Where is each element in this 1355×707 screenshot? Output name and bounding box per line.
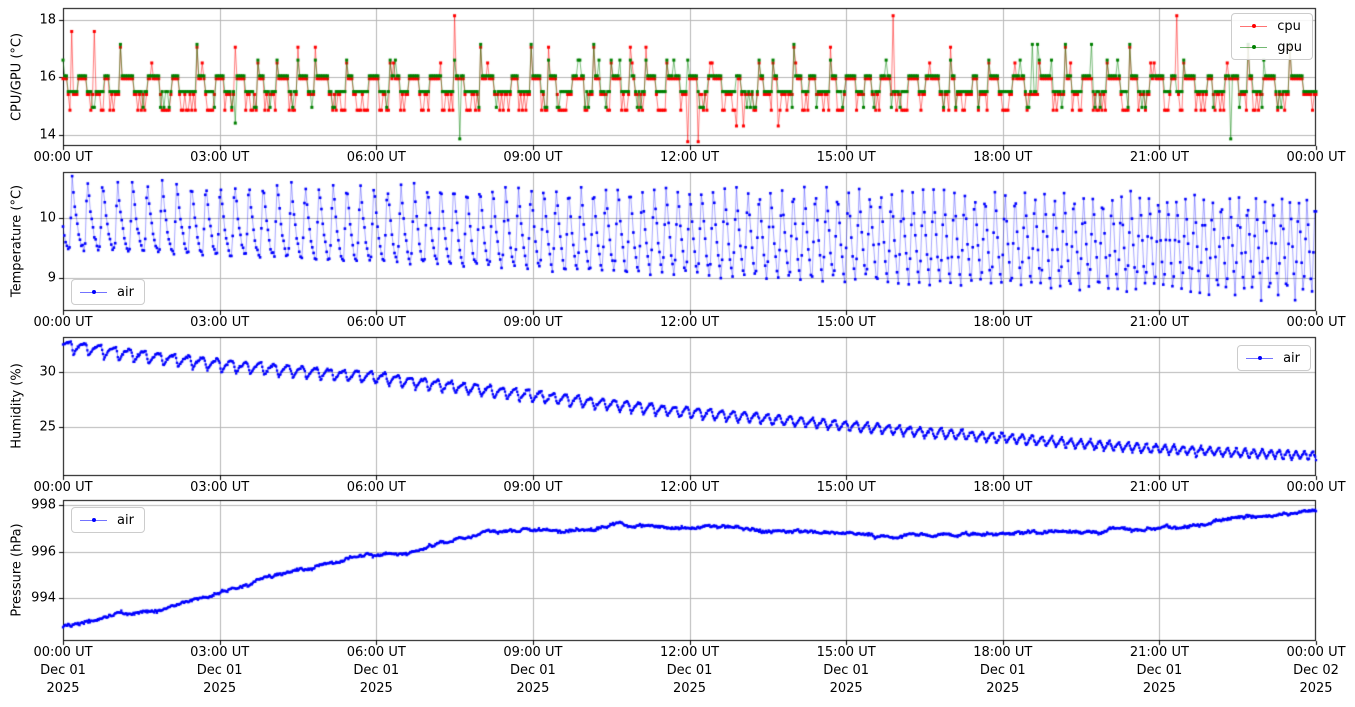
x-tick-label: 12:00 UT [659,315,720,330]
x-tick-label: 00:00 UT [33,480,93,495]
legend-label-air-temperature: air [117,284,134,300]
x-tick-label: 00:00 UT [1286,315,1346,330]
y-tick-label: 25 [39,419,56,435]
air-line-sample-icon [80,289,107,295]
x-tick-label: 18:00 UT [973,480,1033,495]
y-tick-label: 9 [47,270,56,286]
air-line-sample-icon [80,517,107,523]
x-tick-label: 00:00 UT [33,150,93,165]
x-tick-label: 12:00 UT [659,480,720,495]
x-tick-label: 09:00 UT [503,150,563,165]
x-tick-label: 00:00 UT [33,315,93,330]
y-tick-label: 10 [39,210,56,226]
x-tick-label: 03:00 UT [190,480,250,495]
x-tick-year-label: 2025 [46,681,80,696]
x-tick-label: 00:00 UT [1286,480,1346,495]
legend-entry-gpu: gpu [1240,38,1302,56]
x-tick-date-label: Dec 01 [666,663,713,678]
x-tick-label: 21:00 UT [1129,645,1189,660]
y-tick-label: 30 [39,364,56,380]
x-tick-label: 09:00 UT [503,315,563,330]
legend-entry-air-pressure: air [80,511,134,529]
x-tick-year-label: 2025 [829,681,863,696]
x-tick-label: 03:00 UT [190,645,250,660]
x-tick-date-label: Dec 01 [40,663,86,678]
x-tick-label: 09:00 UT [503,480,563,495]
y-axis-label-temperature: Temperature (°C) [9,184,25,298]
x-tick-date-label: Dec 01 [979,663,1026,678]
x-tick-label: 03:00 UT [190,315,250,330]
legend-label-gpu: gpu [1277,39,1302,55]
legend-entry-cpu: cpu [1240,17,1302,35]
x-tick-label: 15:00 UT [816,645,876,660]
x-tick-label: 12:00 UT [659,645,720,660]
x-tick-year-label: 2025 [1142,681,1176,696]
x-tick-label: 21:00 UT [1129,480,1189,495]
y-tick-label: 16 [39,69,56,85]
x-tick-label: 12:00 UT [659,150,720,165]
x-tick-label: 03:00 UT [190,150,250,165]
x-tick-year-label: 2025 [986,681,1020,696]
x-tick-label: 00:00 UT [1286,150,1346,165]
x-tick-label: 15:00 UT [816,480,876,495]
legend-label-air-pressure: air [117,512,134,528]
y-axis-label-pressure: Pressure (hPa) [9,523,25,617]
x-tick-label: 06:00 UT [346,150,406,165]
legend-pressure: air [71,507,145,533]
x-tick-label: 00:00 UT [33,645,93,660]
x-tick-date-label: Dec 01 [1136,663,1183,678]
x-tick-label: 21:00 UT [1129,150,1189,165]
legend-humidity: air [1237,345,1311,371]
x-tick-date-label: Dec 01 [509,663,556,678]
x-tick-year-label: 2025 [203,681,237,696]
x-tick-label: 18:00 UT [973,315,1033,330]
x-tick-date-label: Dec 01 [823,663,870,678]
x-tick-date-label: Dec 01 [196,663,243,678]
x-tick-label: 06:00 UT [346,645,406,660]
x-tick-label: 06:00 UT [346,315,406,330]
air-line-sample-icon [1246,355,1274,361]
x-tick-year-label: 2025 [672,681,707,696]
x-tick-year-label: 2025 [359,681,393,696]
y-tick-label: 994 [31,590,56,606]
y-tick-label: 998 [31,497,56,513]
x-tick-date-label: Dec 02 [1293,663,1339,678]
x-tick-label: 15:00 UT [816,150,876,165]
x-tick-label: 15:00 UT [816,315,876,330]
x-tick-label: 18:00 UT [973,150,1033,165]
y-axis-label-cpu-gpu: CPU/GPU (°C) [9,32,25,122]
legend-entry-air-humidity: air [1246,349,1300,367]
y-tick-label: 14 [39,127,56,143]
legend-cpu-gpu: cpu gpu [1231,13,1313,60]
x-tick-label: 21:00 UT [1129,315,1189,330]
cpu-line-sample-icon [1240,23,1268,29]
x-tick-label: 00:00 UT [1286,645,1346,660]
legend-label-cpu: cpu [1277,18,1301,34]
x-tick-year-label: 2025 [1299,681,1333,696]
legend-temperature: air [71,279,145,305]
x-tick-label: 18:00 UT [973,645,1033,660]
legend-label-air-humidity: air [1283,350,1300,366]
y-tick-label: 18 [39,12,56,28]
gpu-line-sample-icon [1240,44,1268,50]
legend-entry-air-temperature: air [80,283,134,301]
x-tick-year-label: 2025 [516,681,550,696]
y-axis-label-humidity: Humidity (%) [9,363,25,449]
y-tick-label: 996 [31,544,56,560]
x-tick-label: 06:00 UT [346,480,406,495]
x-tick-label: 09:00 UT [503,645,563,660]
x-tick-date-label: Dec 01 [353,663,400,678]
